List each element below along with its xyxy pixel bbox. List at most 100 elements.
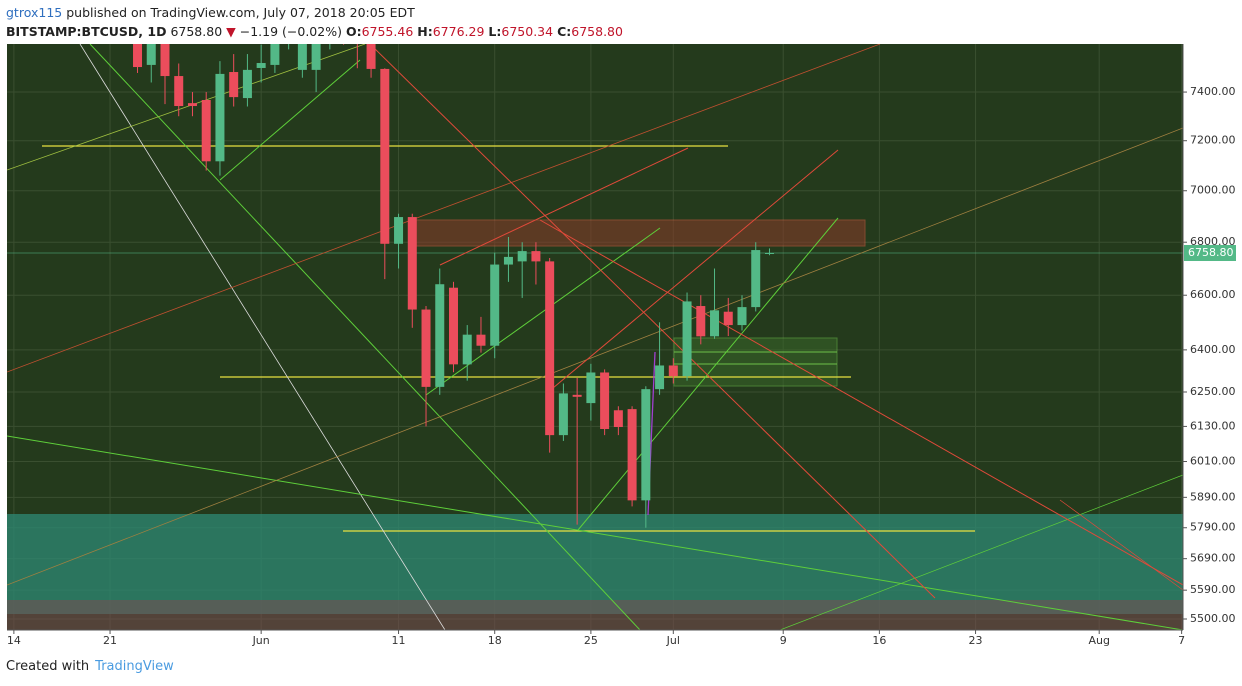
- arrow: ▼: [226, 24, 236, 39]
- drawing-line: [539, 219, 1183, 586]
- candle-body: [160, 44, 170, 77]
- x-tick-label: 7: [1178, 634, 1185, 647]
- last-price-tag: [1184, 245, 1236, 262]
- y-tick-label: 5500.00: [1190, 612, 1236, 625]
- drawing-line: [552, 149, 839, 389]
- candle-body: [339, 26, 348, 33]
- drawing-line: [89, 44, 641, 630]
- candle-body: [297, 44, 307, 70]
- header: gtrox115 published on TradingView.com, J…: [6, 3, 623, 41]
- x-tick-label: Jul: [666, 634, 680, 647]
- change: −1.19 (−0.02%): [239, 24, 342, 39]
- candle-body: [682, 301, 692, 377]
- axes: 5500.00 5590.00 5690.00 5790.00 5890.00 6010.…: [7, 85, 1236, 647]
- chart: 5500.00 5590.00 5690.00 5790.00 5890.00 6010.…: [6, 26, 1242, 647]
- y-tick-label: 6130.00: [1190, 419, 1236, 432]
- x-tick-label: 9: [780, 634, 787, 647]
- drawing-line: [369, 44, 936, 599]
- zone: [673, 337, 838, 387]
- l-value: 6750.34: [501, 24, 554, 39]
- o-value: 6755.46: [361, 24, 414, 39]
- candle-body: [215, 73, 225, 162]
- candle-body: [710, 310, 720, 337]
- published: published on TradingView.com, July 07, 2…: [66, 5, 415, 20]
- drawing-line: [7, 127, 1183, 586]
- candle-body: [558, 393, 568, 436]
- drawing-line: [439, 147, 689, 266]
- candle-body: [448, 287, 458, 365]
- zone: [7, 600, 1183, 630]
- drawing-line: [1059, 499, 1183, 591]
- x-tick-label: 21: [103, 634, 117, 647]
- o-key: O:: [345, 24, 362, 39]
- candle-body: [270, 44, 280, 65]
- y-tick-label: 7000.00: [1190, 184, 1236, 197]
- y-tick-label: 7200.00: [1190, 134, 1236, 147]
- candle-body: [146, 44, 156, 65]
- candle-body: [751, 250, 761, 308]
- candle-body: [627, 409, 637, 501]
- candle-body: [462, 334, 472, 365]
- candle-body: [435, 284, 445, 387]
- x-tick-label: Aug: [1088, 634, 1109, 647]
- x-tick-label: 16: [872, 634, 886, 647]
- candle-body: [242, 69, 252, 99]
- c-key: C:: [557, 24, 572, 39]
- candle-body: [476, 334, 486, 346]
- candle-body: [284, 31, 293, 40]
- publish-line: gtrox115 published on TradingView.com, J…: [6, 3, 623, 22]
- candle-body: [407, 217, 417, 310]
- drawing-line: [779, 474, 1183, 630]
- candle-body: [256, 63, 266, 68]
- candle-body: [201, 99, 211, 162]
- created-with: Created with: [6, 659, 90, 674]
- symbol: BITSTAMP:BTCUSD, 1D: [6, 24, 167, 39]
- zone: [411, 219, 866, 247]
- candle-body: [668, 365, 678, 377]
- y-tick-label: 7400.00: [1190, 85, 1236, 98]
- x-tick-label: Jun: [252, 634, 270, 647]
- candle-body: [325, 26, 334, 35]
- zone: [7, 514, 1183, 614]
- x-tick-label: 23: [969, 634, 983, 647]
- candle-body: [600, 372, 610, 430]
- y-tick-label: 6010.00: [1190, 455, 1236, 468]
- candle-body: [613, 410, 623, 427]
- candle-body: [572, 394, 582, 397]
- candle-body: [737, 307, 747, 326]
- x-tick-label: 18: [488, 634, 502, 647]
- y-tick-label: 6400.00: [1190, 343, 1236, 356]
- brand[interactable]: TradingView: [95, 659, 174, 674]
- price-axis-background: [1183, 44, 1242, 630]
- candle-body: [394, 217, 404, 244]
- c-value: 6758.80: [571, 24, 623, 39]
- y-tick-label: 5790.00: [1190, 521, 1236, 534]
- candle-body: [366, 44, 376, 69]
- user[interactable]: gtrox115: [6, 5, 63, 20]
- candle-body: [723, 311, 733, 326]
- y-tick-label: 5890.00: [1190, 490, 1236, 503]
- candle-body: [545, 261, 555, 436]
- candle-body: [133, 44, 143, 68]
- candle-body: [174, 76, 184, 107]
- x-tick-label: 25: [584, 634, 598, 647]
- y-tick-label: 6800.00: [1190, 235, 1236, 248]
- candle-body: [655, 365, 665, 390]
- candles: [133, 26, 774, 528]
- candle-body: [764, 253, 774, 255]
- candle-body: [353, 33, 362, 38]
- candle-body: [187, 103, 197, 107]
- drawing-line: [577, 217, 839, 531]
- candle-body: [503, 256, 513, 265]
- y-tick-label: 5690.00: [1190, 552, 1236, 565]
- l-key: L:: [488, 24, 502, 39]
- footer: Created with TradingView: [6, 659, 174, 674]
- candle-body: [490, 264, 500, 346]
- drawing-line: [7, 435, 1183, 630]
- candle-body: [586, 372, 596, 404]
- candle-body: [421, 309, 431, 387]
- last-price-label: 6758.80: [1188, 246, 1234, 259]
- h-key: H:: [417, 24, 433, 39]
- x-tick-label: 11: [392, 634, 406, 647]
